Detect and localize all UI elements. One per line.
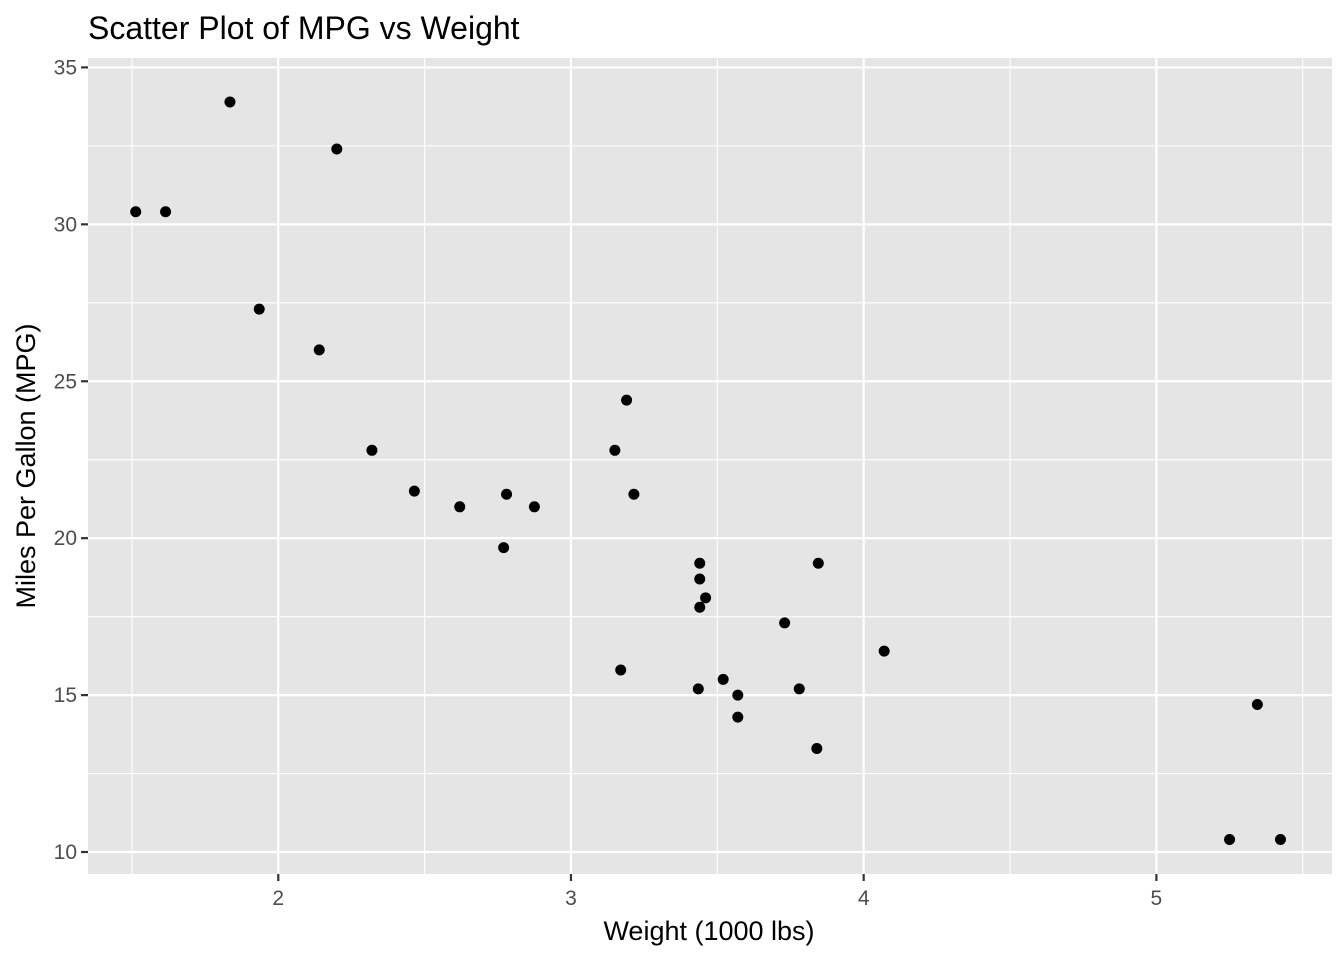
data-point [160, 206, 172, 218]
data-point [609, 444, 621, 456]
data-point [692, 683, 704, 695]
x-axis-title: Weight (1000 lbs) [603, 916, 814, 946]
y-axis-title: Miles Per Gallon (MPG) [11, 323, 41, 608]
data-point [732, 689, 744, 701]
x-tick-label: 5 [1151, 887, 1163, 910]
data-point [408, 485, 420, 497]
data-point [615, 664, 627, 676]
y-tick-label: 25 [54, 370, 77, 393]
y-axis: 10 15 20 25 30 35 [54, 56, 88, 864]
data-point [700, 592, 712, 604]
data-point [498, 542, 510, 554]
x-tick-label: 4 [858, 887, 870, 910]
data-point [793, 683, 805, 695]
data-point [694, 557, 706, 569]
x-axis: 2 3 4 5 [272, 874, 1162, 910]
data-point [628, 488, 640, 500]
data-point [1251, 699, 1263, 711]
data-point [717, 673, 729, 685]
data-point [779, 617, 791, 629]
x-tick-label: 2 [272, 887, 284, 910]
data-point [1274, 833, 1286, 845]
data-point [694, 573, 706, 585]
data-point [812, 557, 824, 569]
major-gridlines [88, 58, 1332, 874]
data-point [694, 601, 706, 613]
chart-title: Scatter Plot of MPG vs Weight [88, 10, 520, 46]
data-point [732, 711, 744, 723]
data-point [1224, 833, 1236, 845]
y-tick-label: 30 [54, 213, 77, 236]
x-tick-label: 3 [565, 887, 577, 910]
data-point [454, 501, 466, 513]
data-point [366, 444, 378, 456]
y-tick-label: 10 [54, 841, 77, 864]
y-tick-label: 15 [54, 684, 77, 707]
y-tick-label: 20 [54, 527, 77, 550]
minor-gridlines [88, 58, 1332, 874]
data-point [528, 501, 540, 513]
y-tick-label: 35 [54, 56, 77, 79]
data-points [130, 96, 1286, 845]
data-point [331, 143, 343, 155]
data-point [130, 206, 142, 218]
plot-panel [88, 58, 1332, 874]
data-point [224, 96, 236, 108]
data-point [501, 488, 513, 500]
data-point [253, 303, 265, 315]
data-point [878, 645, 890, 657]
data-point [621, 394, 633, 406]
data-point [313, 344, 325, 356]
data-point [811, 742, 823, 754]
